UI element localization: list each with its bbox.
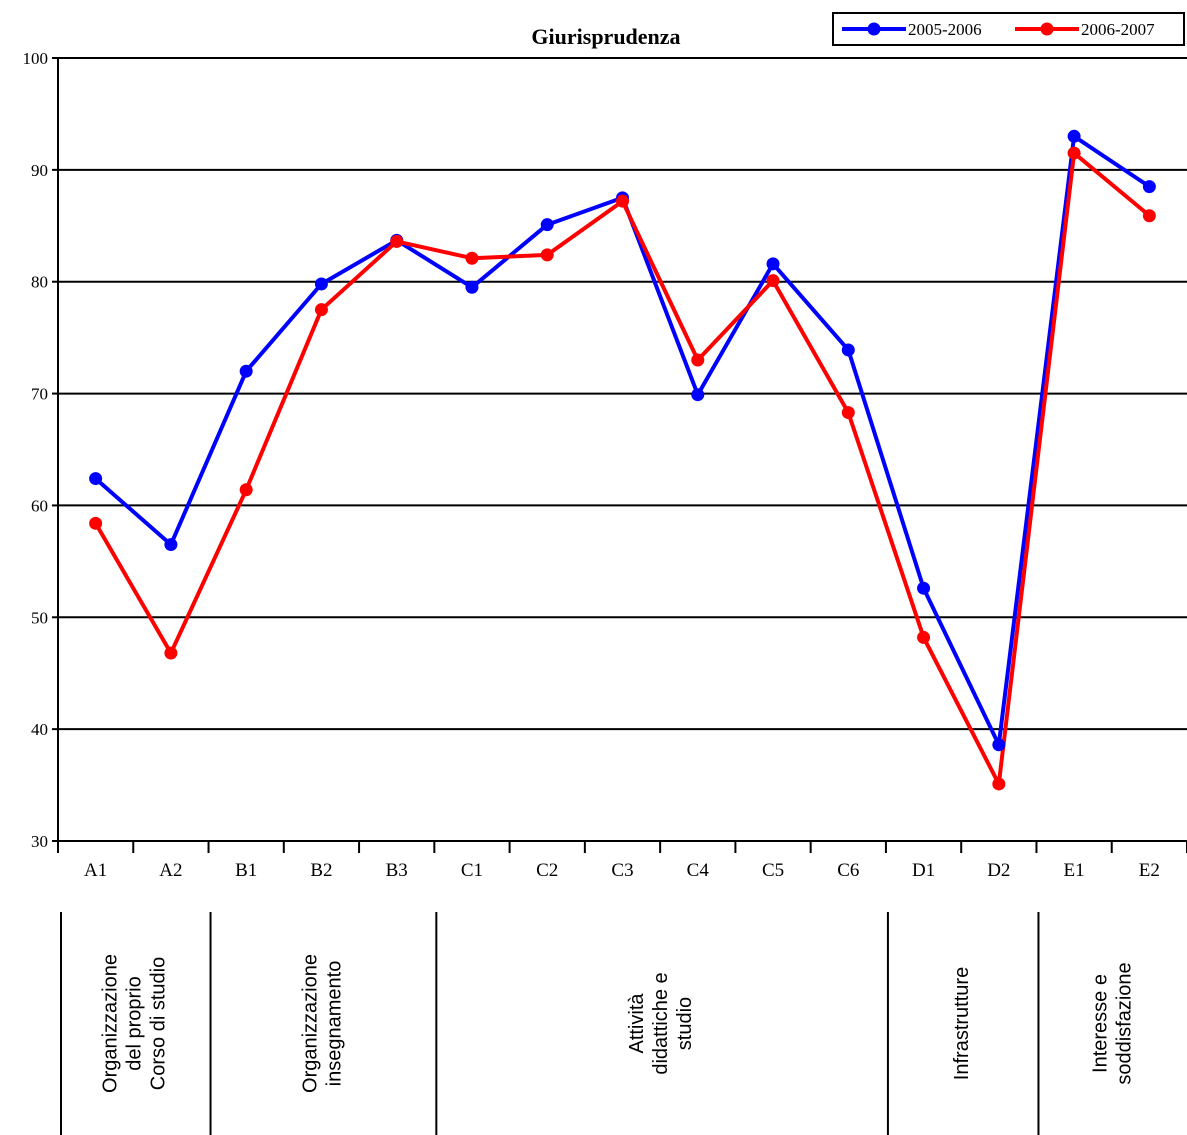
group-label: didattiche e (650, 972, 672, 1074)
data-point (691, 388, 705, 402)
data-point (239, 364, 253, 378)
y-tick-label: 90 (31, 161, 48, 180)
group-label: soddisfazione (1114, 962, 1136, 1084)
y-tick-label: 70 (31, 385, 48, 404)
legend-swatch-marker (1040, 22, 1054, 36)
data-point (766, 274, 780, 288)
data-point (465, 251, 479, 265)
category-groups: Organizzazione del proprio Corso di studio… (60, 912, 1136, 1135)
data-point (1067, 146, 1081, 160)
data-point (766, 257, 780, 271)
x-tick-label: C2 (536, 860, 558, 881)
data-point (992, 738, 1006, 752)
group-label: Interesse e (1090, 974, 1112, 1073)
data-point (89, 472, 103, 486)
x-tick-label: C1 (461, 860, 483, 881)
y-tick-label: 50 (31, 608, 48, 627)
axes: 30 40 50 60 70 80 90 100 A1 A2 B1 B2 B3 C1 C2 C3 C4 C5 C6 D… (23, 49, 1187, 881)
y-tick-label: 100 (23, 49, 49, 68)
legend: 2005-2006 2006-2007 (832, 12, 1185, 46)
gridlines (58, 57, 1187, 731)
group-label: Infrastrutture (951, 967, 973, 1080)
data-point (917, 630, 931, 644)
series-lines (89, 129, 1156, 791)
data-point (164, 646, 178, 660)
data-point (1142, 209, 1156, 223)
x-tick-label: E1 (1064, 860, 1085, 881)
data-point (992, 777, 1006, 791)
x-tick-label: D2 (987, 860, 1010, 881)
x-tick-label: B1 (235, 860, 257, 881)
data-point (841, 406, 855, 420)
x-tick-label: C4 (687, 860, 710, 881)
data-point (691, 353, 705, 367)
group-label: Attività (626, 993, 648, 1054)
group-label: Organizzazione (99, 954, 121, 1093)
data-point (239, 483, 253, 497)
data-point (540, 248, 554, 262)
group-label: del proprio (123, 976, 145, 1071)
chart-title: Giurisprudenza (531, 24, 680, 49)
group-label: Corso di studio (147, 957, 169, 1090)
data-point (841, 343, 855, 357)
data-point (1142, 180, 1156, 194)
data-point (540, 218, 554, 232)
data-point (390, 234, 404, 248)
data-point (465, 280, 479, 294)
y-tick-label: 60 (31, 496, 48, 515)
data-point (616, 194, 629, 208)
x-tick-label: B3 (386, 860, 408, 881)
x-tick-label: E2 (1139, 860, 1160, 881)
data-point (314, 277, 328, 291)
x-tick-label: C3 (611, 860, 633, 881)
group-label: Organizzazione (299, 954, 321, 1093)
x-tick-label: C6 (837, 860, 859, 881)
series-line (93, 151, 1151, 786)
group-label: studio (674, 997, 696, 1050)
x-tick-label: A2 (159, 860, 182, 881)
group-label: insegnamento (323, 961, 345, 1087)
data-point (917, 581, 931, 595)
y-tick-label: 30 (31, 832, 48, 851)
data-point (1067, 129, 1081, 143)
y-tick-label: 80 (31, 273, 48, 292)
legend-label: 2005-2006 (908, 20, 982, 39)
data-point (164, 538, 178, 552)
x-tick-label: C5 (762, 860, 784, 881)
x-tick-label: B2 (310, 860, 332, 881)
y-tick-label: 40 (31, 720, 48, 739)
legend-label: 2006-2007 (1081, 20, 1155, 39)
data-point (314, 303, 328, 317)
legend-swatch-marker (867, 22, 881, 36)
data-point (89, 516, 103, 530)
series-line (94, 134, 1151, 747)
x-tick-label: D1 (912, 860, 935, 881)
x-tick-label: A1 (84, 860, 107, 881)
